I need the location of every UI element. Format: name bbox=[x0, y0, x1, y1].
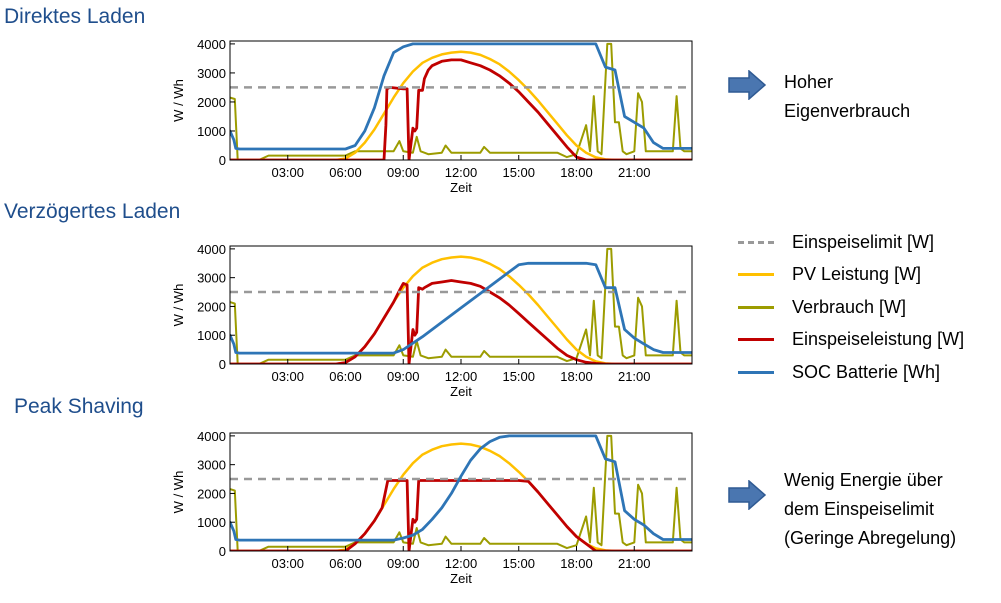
series-line-soc bbox=[230, 42, 692, 151]
arrow-right-icon bbox=[728, 70, 766, 100]
x-tick-label: 15:00 bbox=[502, 165, 535, 180]
legend: Einspeiselimit [W] PV Leistung [W] Verbr… bbox=[738, 226, 1000, 389]
note-line: dem Einspeiselimit bbox=[784, 499, 935, 519]
legend-label-limit: Einspeiselimit [W] bbox=[792, 231, 935, 252]
chart-2: 0 1000 2000 3000 4000 03:00 06:00 09:00 12:00 15:… bbox=[171, 429, 693, 586]
legend-item-consumption: Verbrauch [W] bbox=[738, 291, 1000, 324]
legend-item-feed-in: Einspeiseleistung [W] bbox=[738, 324, 1000, 357]
x-tick-label: 09:00 bbox=[387, 165, 420, 180]
y-tick-label: 0 bbox=[219, 357, 226, 372]
series-group bbox=[230, 434, 692, 551]
x-tick-label: 09:00 bbox=[387, 556, 420, 571]
chart-title-direktes-laden: Direktes Laden bbox=[4, 5, 146, 28]
legend-label-feed-in: Einspeiseleistung [W] bbox=[792, 329, 965, 350]
y-tick-label: 3000 bbox=[197, 271, 226, 286]
x-axis-label: Zeit bbox=[450, 571, 472, 586]
y-tick-label: 1000 bbox=[197, 328, 226, 343]
note-line: Hoher bbox=[784, 72, 834, 92]
x-tick-label: 12:00 bbox=[445, 556, 478, 571]
x-tick-label: 06:00 bbox=[329, 556, 362, 571]
legend-label-consumption: Verbrauch [W] bbox=[792, 296, 907, 317]
x-tick-label: 18:00 bbox=[560, 556, 593, 571]
note-text: Hoher Eigenverbrauch bbox=[784, 68, 910, 126]
y-tick-label: 1000 bbox=[197, 515, 226, 530]
x-tick-label: 06:00 bbox=[329, 165, 362, 180]
x-tick-label: 21:00 bbox=[618, 369, 651, 384]
note-text: Wenig Energie über dem Einspeiselimit (G… bbox=[784, 466, 956, 553]
x-tick-label: 12:00 bbox=[445, 369, 478, 384]
legend-label-soc: SOC Batterie [Wh] bbox=[792, 361, 941, 382]
x-tick-label: 03:00 bbox=[271, 165, 304, 180]
y-tick-label: 2000 bbox=[197, 95, 226, 110]
series-line-feed-in bbox=[230, 479, 692, 551]
y-tick-label: 0 bbox=[219, 544, 226, 559]
series-line-feed-in bbox=[230, 279, 692, 364]
note-high-self-consumption: Hoher Eigenverbrauch bbox=[728, 68, 910, 126]
y-tick-label: 3000 bbox=[197, 458, 226, 473]
series-line-soc bbox=[230, 434, 692, 542]
note-line: Wenig Energie über bbox=[784, 470, 943, 490]
series-group bbox=[230, 42, 692, 160]
y-tick-label: 3000 bbox=[197, 66, 226, 81]
x-tick-label: 06:00 bbox=[329, 369, 362, 384]
y-tick-label: 4000 bbox=[197, 37, 226, 52]
y-axis-label: W / Wh bbox=[171, 471, 186, 514]
x-tick-label: 21:00 bbox=[618, 556, 651, 571]
note-low-curtailment: Wenig Energie über dem Einspeiselimit (G… bbox=[728, 466, 956, 553]
y-axis-label: W / Wh bbox=[171, 284, 186, 327]
note-line: (Geringe Abregelung) bbox=[784, 528, 957, 548]
arrow-right-icon bbox=[728, 480, 766, 510]
legend-item-limit: Einspeiselimit [W] bbox=[738, 226, 1000, 259]
chart-title-peak-shaving: Peak Shaving bbox=[14, 395, 144, 418]
x-tick-label: 21:00 bbox=[618, 165, 651, 180]
chart-0: 0 1000 2000 3000 4000 03:00 06:00 09:00 12:00 15:… bbox=[171, 37, 693, 195]
chart-1: 0 1000 2000 3000 4000 03:00 06:00 09:00 12:00 15:… bbox=[171, 242, 693, 399]
x-tick-label: 15:00 bbox=[502, 556, 535, 571]
note-line: Eigenverbrauch bbox=[784, 101, 911, 121]
legend-swatch-soc bbox=[738, 370, 774, 374]
legend-swatch-limit bbox=[738, 240, 774, 244]
y-tick-label: 4000 bbox=[197, 429, 226, 444]
plot-frame bbox=[229, 245, 693, 365]
legend-swatch-pv bbox=[738, 273, 774, 277]
x-tick-label: 18:00 bbox=[560, 165, 593, 180]
x-tick-label: 03:00 bbox=[271, 556, 304, 571]
x-tick-label: 18:00 bbox=[560, 369, 593, 384]
series-line-consumption bbox=[230, 42, 692, 160]
x-tick-label: 09:00 bbox=[387, 369, 420, 384]
y-tick-label: 1000 bbox=[197, 124, 226, 139]
series-group bbox=[230, 247, 692, 364]
x-tick-label: 15:00 bbox=[502, 369, 535, 384]
series-line-soc bbox=[230, 261, 692, 355]
x-tick-label: 12:00 bbox=[445, 165, 478, 180]
series-line-pv bbox=[230, 50, 692, 160]
y-axis-label: W / Wh bbox=[171, 79, 186, 122]
series-line-consumption bbox=[230, 247, 692, 364]
legend-label-pv: PV Leistung [W] bbox=[792, 264, 922, 285]
y-tick-label: 2000 bbox=[197, 299, 226, 314]
y-tick-label: 4000 bbox=[197, 242, 226, 257]
legend-item-pv: PV Leistung [W] bbox=[738, 259, 1000, 292]
x-axis-label: Zeit bbox=[450, 180, 472, 195]
legend-swatch-feed-in bbox=[738, 338, 774, 342]
y-tick-label: 0 bbox=[219, 153, 226, 168]
legend-item-soc: SOC Batterie [Wh] bbox=[738, 356, 1000, 389]
plot-frame bbox=[229, 432, 693, 552]
series-line-consumption bbox=[230, 434, 692, 551]
series-line-feed-in bbox=[230, 58, 692, 160]
x-tick-label: 03:00 bbox=[271, 369, 304, 384]
y-tick-label: 2000 bbox=[197, 486, 226, 501]
x-axis-label: Zeit bbox=[450, 384, 472, 399]
chart-title-verzoegertes-laden: Verzögertes Laden bbox=[4, 200, 181, 223]
legend-swatch-consumption bbox=[738, 305, 774, 309]
